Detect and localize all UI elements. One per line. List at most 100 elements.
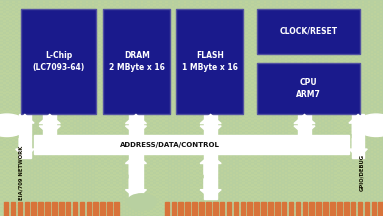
Bar bbox=[291, 141, 293, 142]
Bar bbox=[113, 206, 115, 207]
Bar bbox=[362, 4, 363, 5]
Bar bbox=[25, 160, 26, 161]
Bar bbox=[159, 111, 161, 112]
Bar bbox=[377, 120, 378, 121]
Bar bbox=[107, 182, 109, 183]
Bar bbox=[242, 27, 244, 28]
Bar bbox=[337, 108, 339, 109]
Bar bbox=[116, 149, 118, 150]
Bar bbox=[227, 108, 228, 109]
Bar bbox=[303, 206, 305, 207]
Bar bbox=[92, 70, 93, 71]
Bar bbox=[58, 189, 60, 190]
Bar bbox=[46, 20, 47, 21]
Bar bbox=[169, 168, 170, 169]
Bar bbox=[49, 49, 51, 50]
Bar bbox=[316, 72, 317, 73]
Bar bbox=[322, 127, 323, 128]
Bar bbox=[239, 18, 241, 19]
Bar bbox=[70, 65, 72, 66]
Bar bbox=[260, 37, 262, 38]
Bar bbox=[218, 16, 219, 17]
Bar bbox=[257, 9, 360, 54]
Bar bbox=[254, 106, 256, 107]
Bar bbox=[190, 212, 192, 213]
Bar bbox=[64, 110, 66, 111]
Bar bbox=[156, 127, 158, 128]
Bar bbox=[123, 122, 124, 123]
Bar bbox=[150, 27, 152, 28]
Bar bbox=[9, 96, 11, 97]
Bar bbox=[362, 163, 363, 164]
Bar bbox=[362, 174, 363, 175]
Bar bbox=[129, 163, 130, 164]
Bar bbox=[86, 205, 87, 206]
Bar bbox=[169, 27, 170, 28]
Bar bbox=[205, 44, 207, 45]
Bar bbox=[374, 212, 375, 213]
Bar bbox=[257, 91, 259, 92]
Bar bbox=[126, 92, 127, 93]
Bar bbox=[211, 144, 213, 145]
Bar bbox=[300, 46, 302, 47]
Bar bbox=[6, 160, 8, 161]
Bar bbox=[230, 44, 231, 45]
Bar bbox=[0, 194, 2, 195]
Bar bbox=[169, 58, 170, 59]
Bar bbox=[267, 168, 268, 169]
Bar bbox=[165, 139, 167, 140]
Bar bbox=[358, 182, 360, 183]
Bar bbox=[251, 198, 253, 199]
Bar bbox=[175, 30, 176, 31]
Bar bbox=[31, 101, 32, 102]
Bar bbox=[343, 122, 345, 123]
Bar bbox=[43, 215, 44, 216]
Bar bbox=[55, 174, 57, 175]
Bar bbox=[49, 198, 51, 199]
Bar bbox=[156, 158, 158, 159]
Bar bbox=[37, 4, 38, 5]
Bar bbox=[110, 167, 112, 168]
Bar bbox=[110, 156, 112, 157]
Bar bbox=[110, 163, 112, 164]
Bar bbox=[104, 101, 106, 102]
Bar bbox=[233, 25, 234, 26]
Bar bbox=[340, 189, 342, 190]
Bar bbox=[74, 80, 75, 81]
Bar bbox=[346, 92, 348, 93]
Bar bbox=[257, 205, 259, 206]
Bar bbox=[175, 54, 176, 55]
Bar bbox=[254, 182, 256, 183]
Bar bbox=[276, 122, 277, 123]
Bar bbox=[37, 70, 38, 71]
Bar bbox=[107, 27, 109, 28]
Bar bbox=[377, 127, 378, 128]
Bar bbox=[165, 118, 167, 119]
Bar bbox=[184, 94, 185, 95]
Bar bbox=[233, 42, 234, 43]
Bar bbox=[74, 53, 75, 54]
Bar bbox=[52, 99, 54, 100]
Bar bbox=[267, 89, 268, 90]
Bar bbox=[202, 108, 204, 109]
Bar bbox=[3, 158, 5, 159]
Bar bbox=[3, 189, 5, 190]
Bar bbox=[322, 117, 323, 118]
Bar bbox=[279, 6, 280, 7]
Bar bbox=[319, 167, 320, 168]
Bar bbox=[165, 111, 167, 112]
Bar bbox=[352, 34, 354, 35]
Bar bbox=[346, 210, 348, 211]
Bar bbox=[319, 77, 320, 78]
Bar bbox=[187, 179, 188, 180]
Bar bbox=[187, 182, 188, 183]
Bar bbox=[362, 35, 363, 36]
Bar bbox=[18, 56, 20, 57]
Bar bbox=[221, 101, 222, 102]
Bar bbox=[67, 15, 69, 16]
Bar bbox=[119, 120, 121, 121]
Bar bbox=[15, 65, 17, 66]
Bar bbox=[328, 34, 329, 35]
Bar bbox=[110, 35, 112, 36]
Bar bbox=[92, 153, 93, 154]
